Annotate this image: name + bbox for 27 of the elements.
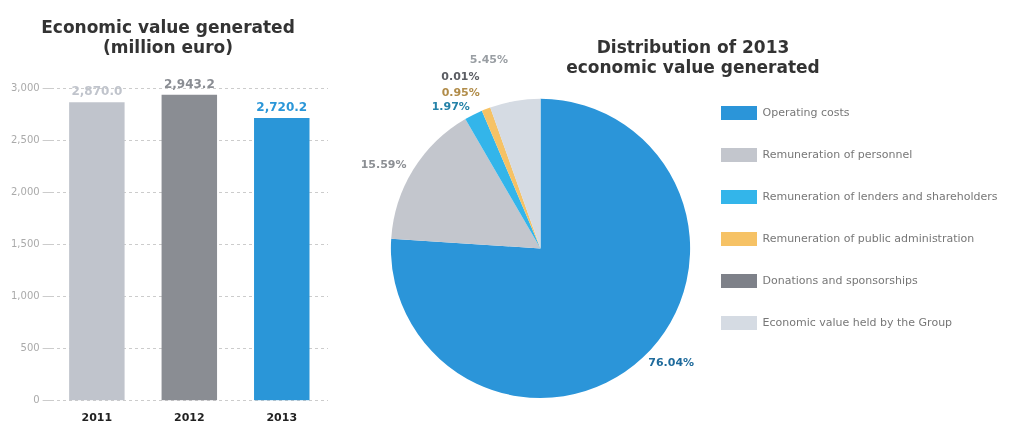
legend-label: Donations and sponsorships [762,273,919,287]
x-tick-label: 2011 [81,411,113,425]
data-label: 1.97% [431,100,470,114]
data-label: 0.95% [441,86,480,100]
data-label: 0.01% [441,70,480,84]
data-label: 2,943.2 [163,76,215,91]
data-label: 2,870.0 [71,84,123,99]
chart-title: Distribution of 2013 economic value generated [566,36,820,78]
y-tick-label: 2,000 [10,186,40,198]
y-tick-label: 3,000 [10,82,40,94]
y-tick-label: 1,500 [10,238,40,250]
legend-label: Remuneration of public administration [762,231,975,245]
x-tick-label: 2013 [266,411,298,425]
y-tick-label: 500 [20,342,40,354]
y-tick-label: 2,500 [10,134,40,146]
chart-title: Economic value generated (million euro) [41,16,295,58]
data-label: 2,720.2 [256,100,308,115]
data-label: 76.04% [648,356,695,370]
y-tick-label: 1,000 [10,290,40,302]
legend-label: Remuneration of personnel [762,147,913,161]
x-tick-label: 2012 [174,411,205,425]
legend-label: Remuneration of lenders and shareholders [762,189,998,203]
data-label: 5.45% [469,53,509,67]
y-tick-label: 0 [33,394,40,406]
data-label: 15.59% [360,158,407,172]
legend-label: Economic value held by the Group [762,315,953,329]
legend-label: Operating costs [762,105,850,119]
